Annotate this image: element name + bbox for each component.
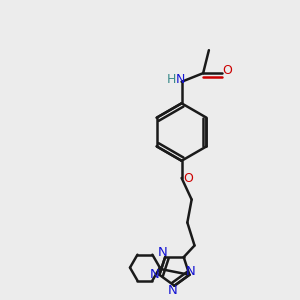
Text: N: N: [168, 284, 178, 297]
Text: N: N: [176, 73, 185, 86]
Text: H: H: [167, 73, 176, 86]
Text: N: N: [186, 265, 196, 278]
Text: N: N: [149, 268, 159, 281]
Text: O: O: [222, 64, 232, 77]
Text: O: O: [183, 172, 193, 185]
Text: N: N: [158, 246, 168, 259]
